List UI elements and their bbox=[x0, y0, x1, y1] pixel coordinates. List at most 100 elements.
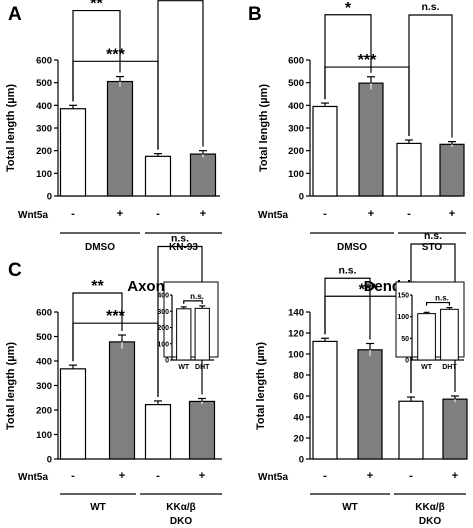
y-tick-label: 100 bbox=[288, 169, 304, 180]
treatment-label: Wnt5a bbox=[258, 210, 288, 221]
inset-chart: 0 100 200 300 400 WT DHT n.s. bbox=[157, 281, 219, 371]
significance-label: n.s. bbox=[424, 230, 442, 242]
treatment-mark: - bbox=[156, 208, 160, 220]
group-label: DMSO bbox=[85, 242, 115, 253]
significance-label: *** bbox=[106, 308, 125, 325]
inset-category-label: DHT bbox=[195, 364, 210, 371]
chart-title: Axon bbox=[127, 278, 165, 295]
inset-category-label: WT bbox=[178, 364, 190, 371]
treatment-mark: + bbox=[367, 470, 373, 482]
y-tick-label: 200 bbox=[36, 146, 52, 157]
group-label: KKα/β bbox=[415, 502, 444, 513]
treatment-mark: + bbox=[200, 208, 206, 220]
y-tick-label: 100 bbox=[36, 430, 52, 441]
inset-category-label: DHT bbox=[442, 364, 457, 371]
y-axis-label: Total length (µm) bbox=[258, 84, 270, 172]
inset-bar bbox=[417, 313, 436, 361]
y-tick-label: 500 bbox=[36, 78, 52, 89]
significance-label: n.s. bbox=[171, 232, 189, 244]
y-tick-label: 100 bbox=[36, 169, 52, 180]
y-tick-label: 40 bbox=[293, 413, 304, 424]
panel-letter: A bbox=[8, 4, 22, 25]
treatment-mark: + bbox=[449, 208, 455, 220]
treatment-mark: + bbox=[199, 470, 205, 482]
treatment-mark: - bbox=[407, 208, 411, 220]
y-tick-label: 100 bbox=[288, 350, 304, 361]
significance-bracket bbox=[157, 0, 204, 150]
y-tick-label: 300 bbox=[288, 124, 304, 135]
group-label: STO bbox=[422, 242, 443, 253]
bar bbox=[188, 400, 216, 460]
inset-y-tick-label: 400 bbox=[157, 293, 169, 300]
y-tick-label: 400 bbox=[288, 101, 304, 112]
inset-bar bbox=[176, 308, 192, 361]
y-tick-label: 0 bbox=[299, 192, 304, 203]
group-label: KKα/β bbox=[166, 502, 195, 513]
significance-bracket bbox=[324, 14, 372, 100]
inset-y-tick-label: 0 bbox=[405, 358, 409, 365]
group-label: KN-93 bbox=[169, 242, 198, 253]
significance-label: *** bbox=[359, 281, 378, 298]
bar bbox=[59, 108, 87, 197]
inset-y-tick-label: 100 bbox=[397, 314, 409, 321]
y-tick-label: 500 bbox=[288, 78, 304, 89]
significance-label: ** bbox=[91, 278, 104, 295]
inset-significance-label: n.s. bbox=[435, 294, 449, 303]
significance-label: ** bbox=[90, 0, 103, 13]
bar bbox=[439, 143, 465, 197]
y-tick-label: 200 bbox=[288, 146, 304, 157]
treatment-mark: - bbox=[323, 208, 327, 220]
bar bbox=[106, 80, 134, 197]
y-tick-label: 400 bbox=[36, 101, 52, 112]
bar bbox=[398, 400, 424, 460]
treatment-mark: - bbox=[409, 470, 413, 482]
y-tick-label: 600 bbox=[36, 56, 52, 67]
treatment-mark: + bbox=[119, 470, 125, 482]
treatment-label: Wnt5a bbox=[18, 210, 48, 221]
significance-label: n.s. bbox=[421, 1, 439, 13]
group-label: DMSO bbox=[337, 242, 367, 253]
y-tick-label: 0 bbox=[47, 192, 52, 203]
treatment-label: Wnt5a bbox=[18, 472, 48, 483]
y-tick-label: 60 bbox=[293, 392, 304, 403]
bar bbox=[396, 142, 422, 197]
y-tick-label: 80 bbox=[293, 371, 304, 382]
bar bbox=[357, 349, 383, 460]
y-axis-label: Total length (µm) bbox=[5, 84, 17, 172]
panel-letter: C bbox=[8, 260, 22, 281]
treatment-mark: - bbox=[156, 470, 160, 482]
significance-label: n.s. bbox=[338, 264, 356, 276]
panel-c-axon: C Axon Total length (µm) 0 100 200 300 400 500 60… bbox=[5, 232, 222, 527]
treatment-mark: - bbox=[71, 470, 75, 482]
y-tick-label: 600 bbox=[36, 308, 52, 319]
inset-significance-bracket bbox=[425, 301, 451, 306]
significance-bracket bbox=[72, 9, 121, 102]
treatment-mark: - bbox=[323, 470, 327, 482]
bar bbox=[59, 368, 87, 460]
inset-y-tick-label: 300 bbox=[157, 309, 169, 316]
bar bbox=[312, 105, 338, 197]
bar bbox=[358, 82, 384, 197]
inset-significance-label: n.s. bbox=[190, 292, 204, 301]
bar bbox=[442, 398, 468, 460]
group-label: WT bbox=[90, 502, 106, 513]
inset-y-tick-label: 200 bbox=[157, 325, 169, 332]
group-label: DKO bbox=[170, 516, 192, 527]
inset-chart: 0 50 100 150 WT DHT n.s. bbox=[395, 281, 465, 371]
significance-label: *** bbox=[358, 52, 377, 69]
inset-y-tick-label: 150 bbox=[397, 293, 409, 300]
y-tick-label: 600 bbox=[288, 56, 304, 67]
y-axis-label: Total length (µm) bbox=[255, 342, 267, 430]
inset-bar bbox=[440, 308, 459, 361]
inset-bar bbox=[194, 307, 210, 361]
treatment-label: Wnt5a bbox=[258, 472, 288, 483]
y-tick-label: 120 bbox=[288, 329, 304, 340]
inset-y-tick-label: 100 bbox=[157, 341, 169, 348]
significance-label: * bbox=[345, 0, 352, 17]
y-tick-label: 400 bbox=[36, 357, 52, 368]
treatment-mark: - bbox=[71, 208, 75, 220]
